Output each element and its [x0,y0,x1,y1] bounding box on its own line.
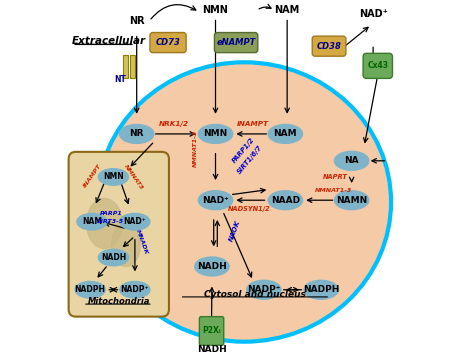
FancyBboxPatch shape [200,317,224,345]
Text: NAMN: NAMN [336,196,367,205]
Text: NADH: NADH [197,345,227,354]
Text: NAD⁺: NAD⁺ [202,196,229,205]
Ellipse shape [335,151,369,170]
Ellipse shape [75,282,105,298]
Text: INAMPT: INAMPT [83,163,103,189]
Ellipse shape [87,199,122,249]
Ellipse shape [120,213,150,230]
Text: NAD⁺: NAD⁺ [359,9,388,19]
Text: Cytosol and nucleus: Cytosol and nucleus [204,290,306,299]
Ellipse shape [119,125,154,143]
FancyBboxPatch shape [214,32,258,53]
Ellipse shape [97,62,391,342]
Text: NADP⁺: NADP⁺ [247,285,281,294]
Text: NAAD: NAAD [271,196,300,205]
Ellipse shape [99,249,128,266]
Text: NMN: NMN [203,130,228,138]
Text: PARP1: PARP1 [100,210,122,216]
Text: NMN: NMN [103,173,124,182]
Text: eNAMPT: eNAMPT [216,38,255,47]
Ellipse shape [198,125,233,143]
Text: NADP⁺: NADP⁺ [121,285,149,294]
Text: NAM: NAM [273,130,297,138]
FancyBboxPatch shape [69,152,169,317]
Text: SIRT1/6/7: SIRT1/6/7 [236,144,263,175]
Text: NMNAT1-3: NMNAT1-3 [315,188,352,193]
Text: SIRT3-5: SIRT3-5 [97,219,125,225]
Ellipse shape [268,191,302,210]
Text: NR: NR [129,130,144,138]
Text: NAM: NAM [82,217,102,226]
Ellipse shape [111,223,140,266]
Text: MNADK: MNADK [135,228,148,255]
Text: NADH: NADH [197,262,227,271]
Text: NADH: NADH [101,253,126,262]
Ellipse shape [268,125,302,143]
Text: Mitochondria: Mitochondria [88,297,150,306]
Text: NMN: NMN [202,5,228,16]
Text: INAMPT: INAMPT [237,121,269,127]
Text: NADSYN1/2: NADSYN1/2 [228,206,271,212]
Text: NAD⁺: NAD⁺ [124,217,146,226]
Text: NT: NT [115,75,127,84]
FancyBboxPatch shape [150,32,186,53]
Ellipse shape [120,282,150,298]
Ellipse shape [304,280,338,299]
FancyBboxPatch shape [363,53,392,78]
Ellipse shape [195,257,229,276]
Ellipse shape [246,280,281,299]
Text: NA: NA [344,156,359,165]
Text: NADPH: NADPH [303,285,339,294]
Text: NAOK: NAOK [228,219,242,242]
FancyBboxPatch shape [130,55,135,78]
Ellipse shape [77,213,107,230]
Text: CD73: CD73 [155,38,180,47]
Ellipse shape [335,191,369,210]
Text: NADPH: NADPH [74,285,106,294]
Text: PARP1/2: PARP1/2 [231,137,255,164]
Text: P2Xᵢ: P2Xᵢ [202,326,221,335]
Text: CD38: CD38 [317,42,341,51]
FancyBboxPatch shape [312,36,346,56]
Text: NRK1/2: NRK1/2 [159,121,189,127]
Text: NR: NR [129,16,145,26]
Text: NAPRT: NAPRT [323,174,348,180]
Text: Cx43: Cx43 [367,61,388,70]
Text: NMNAT3: NMNAT3 [123,163,144,191]
FancyBboxPatch shape [123,55,128,78]
Text: NAM: NAM [274,5,300,16]
Ellipse shape [99,169,128,185]
Text: NMNAT1-3: NMNAT1-3 [192,130,198,167]
Ellipse shape [198,191,233,210]
Text: Extracellular: Extracellular [72,36,146,46]
